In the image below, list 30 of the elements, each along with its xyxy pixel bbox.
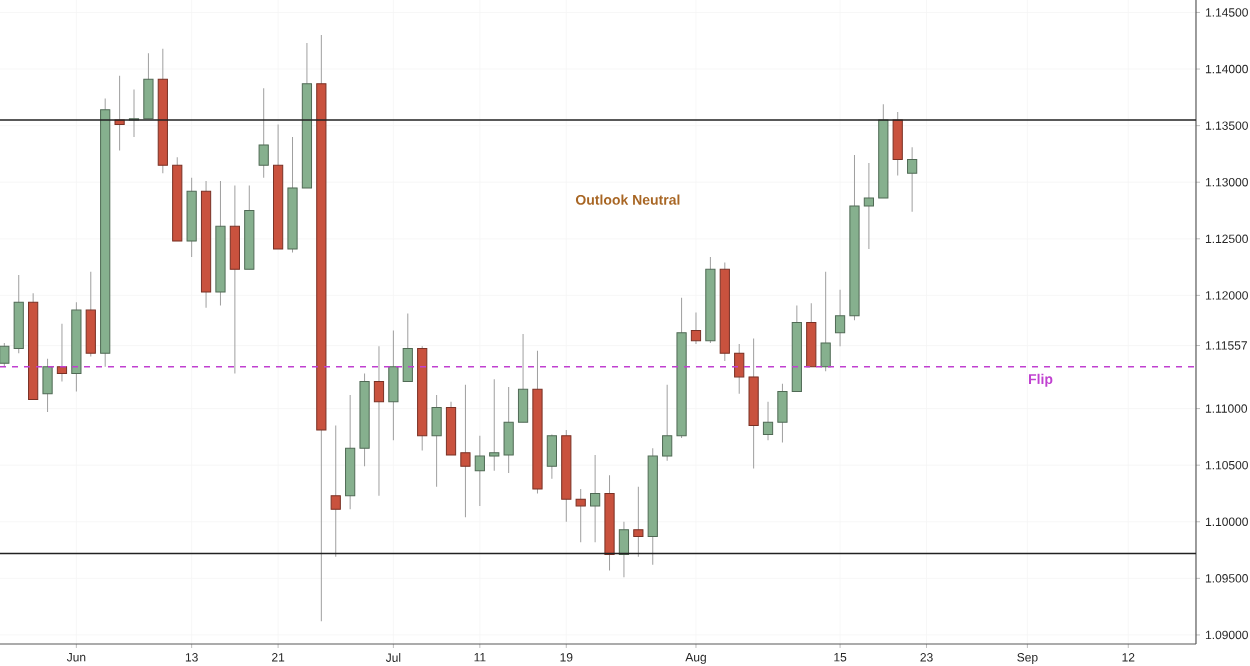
candlestick bbox=[806, 302, 817, 368]
candlestick bbox=[762, 401, 774, 441]
candlestick bbox=[474, 435, 485, 507]
candlestick bbox=[734, 343, 745, 395]
candlestick bbox=[445, 401, 457, 456]
candlestick bbox=[143, 52, 154, 120]
candlestick bbox=[42, 358, 53, 413]
candlestick bbox=[388, 329, 399, 441]
candlestick bbox=[618, 521, 630, 578]
candlestick bbox=[834, 289, 846, 347]
candlestick bbox=[373, 345, 385, 497]
candlestick bbox=[460, 384, 471, 518]
candlestick bbox=[907, 146, 918, 213]
candlestick bbox=[517, 333, 529, 423]
candlestick bbox=[431, 394, 442, 488]
candlestick bbox=[820, 271, 831, 372]
candlestick bbox=[892, 111, 903, 176]
candlestick bbox=[633, 486, 644, 558]
candlestick bbox=[662, 384, 673, 462]
candlestick bbox=[863, 162, 875, 250]
candlestick bbox=[258, 87, 269, 179]
candlestick bbox=[777, 383, 788, 444]
candlestick bbox=[345, 394, 356, 510]
candlestick bbox=[546, 434, 557, 480]
candlestick bbox=[330, 425, 341, 558]
candlestick bbox=[402, 313, 413, 382]
candlestick bbox=[690, 311, 702, 345]
candlestick bbox=[590, 454, 601, 543]
candlestick bbox=[229, 185, 240, 374]
candlestick bbox=[85, 271, 96, 358]
